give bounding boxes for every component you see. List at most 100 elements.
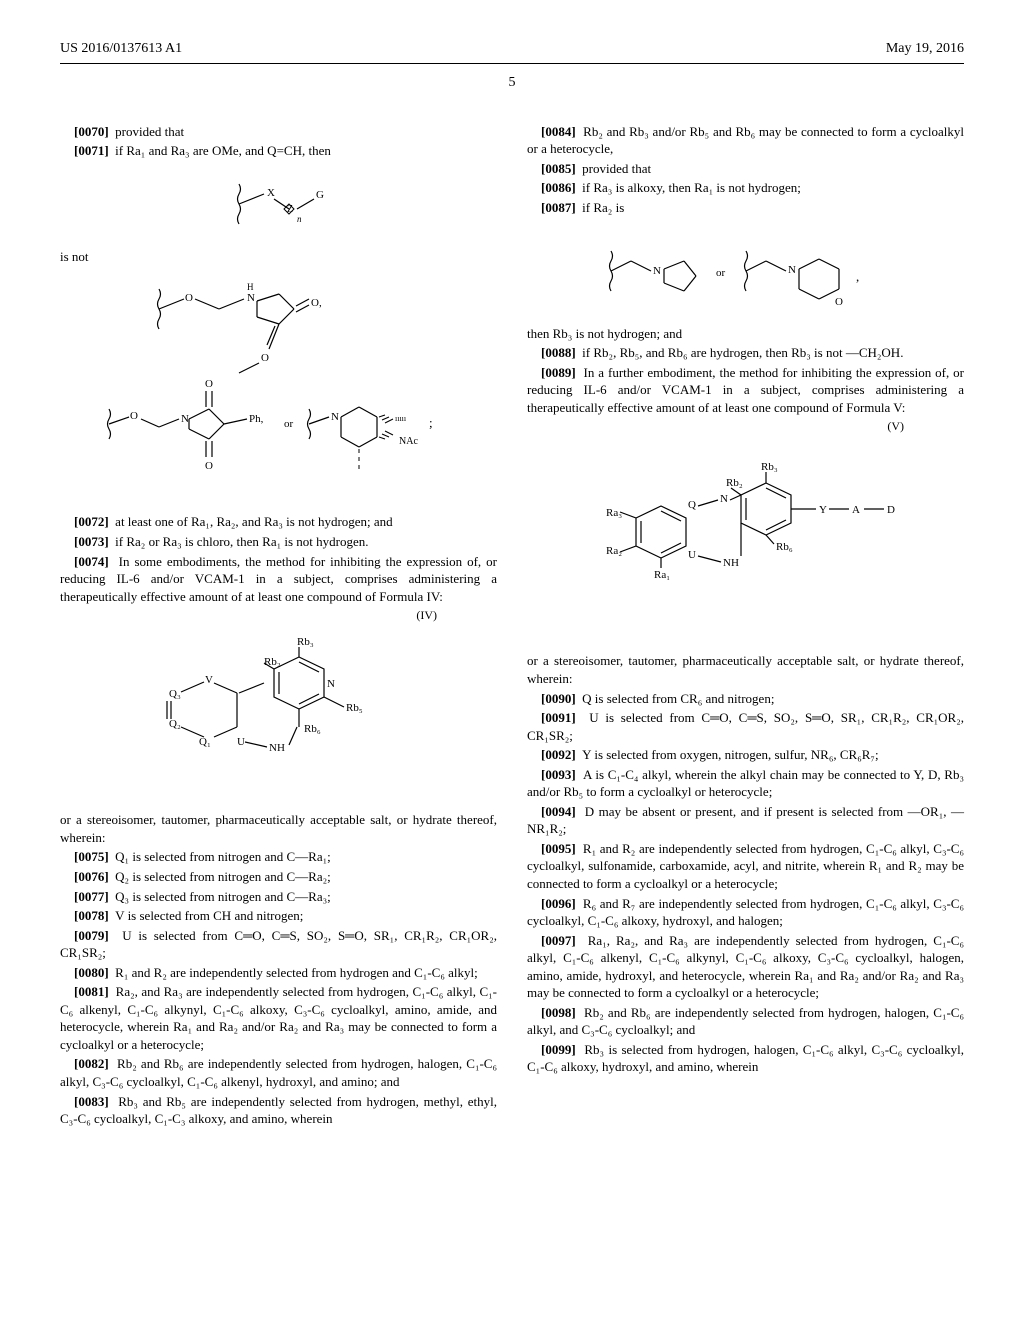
para-ref: [0088] <box>541 345 576 360</box>
para-text: Rb₂ and Rb₆ are independently selected f… <box>527 1005 964 1038</box>
para-text: D may be absent or present, and if prese… <box>527 804 964 837</box>
para-ref: [0076] <box>74 869 109 884</box>
para-text: U is selected from C═O, C═S, SO₂, S═O, S… <box>60 928 497 961</box>
para-ref: [0089] <box>541 365 576 380</box>
svg-text:,: , <box>856 269 859 284</box>
para-ref: [0083] <box>74 1094 109 1109</box>
svg-text:O,: O, <box>311 297 322 309</box>
svg-text:O: O <box>130 410 138 422</box>
para-0098: [0098] Rb₂ and Rb₆ are independently sel… <box>527 1004 964 1039</box>
svg-text:O: O <box>835 296 843 308</box>
para-0087: [0087] if Ra₂ is <box>527 199 964 217</box>
svg-text:NH: NH <box>269 742 285 754</box>
para-ref: [0082] <box>74 1056 109 1071</box>
svg-text:Rb₂: Rb₂ <box>264 656 281 668</box>
para-text: Rb₃ and Rb₅ are independently selected f… <box>60 1094 497 1127</box>
svg-text:Q₁: Q₁ <box>199 736 211 748</box>
para-text: Q₁ is selected from nitrogen and C—Ra₁; <box>115 849 331 864</box>
para-text: Y is selected from oxygen, nitrogen, sul… <box>582 747 878 762</box>
para-text: Q₂ is selected from nitrogen and C—Ra₂; <box>115 869 331 884</box>
svg-text:D: D <box>887 504 895 516</box>
para-0096: [0096] R₆ and R₇ are independently selec… <box>527 895 964 930</box>
svg-text:Q₃: Q₃ <box>169 688 181 700</box>
para-0082: [0082] Rb₂ and Rb₆ are independently sel… <box>60 1055 497 1090</box>
para-text: R₁ and R₂ are independently selected fro… <box>527 841 964 891</box>
formula-v-label: (V) <box>527 418 964 434</box>
para-0092: [0092] Y is selected from oxygen, nitrog… <box>527 746 964 764</box>
para-0099: [0099] Rb₃ is selected from hydrogen, ha… <box>527 1041 964 1076</box>
para-ref: [0099] <box>541 1042 576 1057</box>
para-ref: [0075] <box>74 849 109 864</box>
para-ref: [0092] <box>541 747 576 762</box>
para-ref: [0087] <box>541 200 576 215</box>
para-ref: [0085] <box>541 161 576 176</box>
para-text: at least one of Ra₁, Ra₂, and Ra₃ is not… <box>115 514 393 529</box>
para-ref: [0090] <box>541 691 576 706</box>
para-ref: [0079] <box>74 928 109 943</box>
page-header: US 2016/0137613 A1 May 19, 2016 <box>60 40 964 59</box>
svg-text:Ph,: Ph, <box>249 413 264 425</box>
para-0077: [0077] Q₃ is selected from nitrogen and … <box>60 888 497 906</box>
para-text: if Ra₂ or Ra₃ is chloro, then Ra₁ is not… <box>115 534 368 549</box>
after-formula-iv: or a stereoisomer, tautomer, pharmaceuti… <box>60 811 497 846</box>
para-0095: [0095] R₁ and R₂ are independently selec… <box>527 840 964 893</box>
para-text: if Rb₂, Rb₅, and Rb₆ are hydrogen, then … <box>582 345 903 360</box>
para-text: In some embodiments, the method for inhi… <box>60 554 497 604</box>
para-0073: [0073] if Ra₂ or Ra₃ is chloro, then Ra₁… <box>60 533 497 551</box>
para-ref: [0091] <box>541 710 576 725</box>
para-0088: [0088] if Rb₂, Rb₅, and Rb₆ are hydrogen… <box>527 344 964 362</box>
two-column-layout: [0070] provided that [0071] if Ra₁ and R… <box>60 123 964 1130</box>
svg-text:Q₂: Q₂ <box>169 718 181 730</box>
svg-text:O: O <box>205 378 213 390</box>
svg-text:Rb₃: Rb₃ <box>761 461 778 473</box>
para-text: R₁ and R₂ are independently selected fro… <box>115 965 478 980</box>
para-ref: [0071] <box>74 143 109 158</box>
para-0072: [0072] at least one of Ra₁, Ra₂, and Ra₃… <box>60 513 497 531</box>
para-text: A is C₁-C₄ alkyl, wherein the alkyl chai… <box>527 767 964 800</box>
svg-text:Ra₃: Ra₃ <box>606 507 622 519</box>
para-0078: [0078] V is selected from CH and nitroge… <box>60 907 497 925</box>
publication-number: US 2016/0137613 A1 <box>60 40 182 59</box>
chemical-structure-xzg: X Z n G <box>60 174 497 234</box>
para-ref: [0097] <box>541 933 576 948</box>
svg-text:N: N <box>327 678 335 690</box>
svg-text:N: N <box>788 264 796 276</box>
para-text: Rb₃ is selected from hydrogen, halogen, … <box>527 1042 964 1075</box>
para-ref: [0084] <box>541 124 576 139</box>
svg-text:A: A <box>852 504 860 516</box>
svg-text:N: N <box>181 413 189 425</box>
para-text: V is selected from CH and nitrogen; <box>115 908 303 923</box>
formula-iv-label: (IV) <box>60 607 497 623</box>
svg-text:Ra₂: Ra₂ <box>606 545 622 557</box>
para-text: provided that <box>582 161 651 176</box>
publication-date: May 19, 2016 <box>886 40 964 59</box>
then-rb3-text: then Rb₃ is not hydrogen; and <box>527 325 964 343</box>
svg-text:G: G <box>316 189 324 201</box>
para-text: U is selected from C═O, C═S, SO₂, S═O, S… <box>527 710 964 743</box>
para-0080: [0080] R₁ and R₂ are independently selec… <box>60 964 497 982</box>
para-text: Q is selected from CR₆ and nitrogen; <box>582 691 774 706</box>
para-ref: [0086] <box>541 180 576 195</box>
para-0086: [0086] if Ra₃ is alkoxy, then Ra₁ is not… <box>527 179 964 197</box>
para-ref: [0074] <box>74 554 109 569</box>
para-0090: [0090] Q is selected from CR₆ and nitrog… <box>527 690 964 708</box>
svg-text:Y: Y <box>819 504 827 516</box>
para-0085: [0085] provided that <box>527 160 964 178</box>
para-text: if Ra₃ is alkoxy, then Ra₁ is not hydrog… <box>582 180 801 195</box>
svg-text:N: N <box>247 292 255 304</box>
para-ref: [0077] <box>74 889 109 904</box>
svg-text:or: or <box>716 267 726 279</box>
para-ref: [0070] <box>74 124 109 139</box>
para-ref: [0072] <box>74 514 109 529</box>
svg-text:X: X <box>267 187 275 199</box>
para-0076: [0076] Q₂ is selected from nitrogen and … <box>60 868 497 886</box>
left-column: [0070] provided that [0071] if Ra₁ and R… <box>60 123 497 1130</box>
para-ref: [0073] <box>74 534 109 549</box>
para-text: Ra₂, and Ra₃ are independently selected … <box>60 984 497 1052</box>
para-text: Rb₂ and Rb₆ are independently selected f… <box>60 1056 497 1089</box>
svg-text:Rb₆: Rb₆ <box>304 723 321 735</box>
right-column: [0084] Rb₂ and Rb₃ and/or Rb₅ and Rb₆ ma… <box>527 123 964 1130</box>
is-not-text: is not <box>60 248 497 266</box>
para-0081: [0081] Ra₂, and Ra₃ are independently se… <box>60 983 497 1053</box>
svg-text:Z: Z <box>287 204 293 215</box>
